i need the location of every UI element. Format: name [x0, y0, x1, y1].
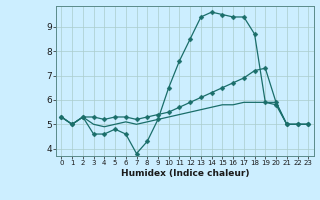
- X-axis label: Humidex (Indice chaleur): Humidex (Indice chaleur): [121, 169, 249, 178]
